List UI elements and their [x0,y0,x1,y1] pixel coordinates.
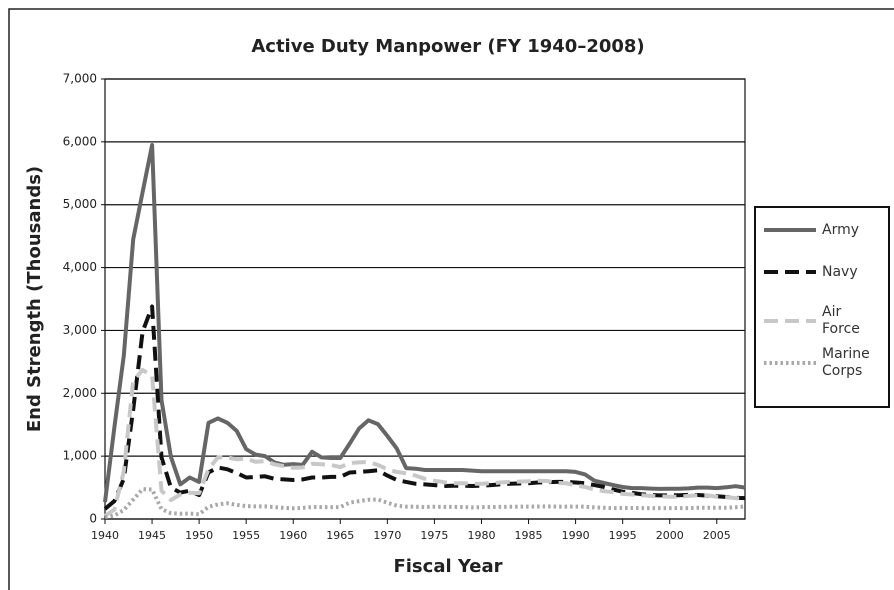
x-tick-label: 1970 [373,529,401,542]
x-tick-label: 1955 [232,529,260,542]
x-tick-label: 1985 [515,529,543,542]
legend-swatch [764,270,816,274]
x-tick-label: 1950 [185,529,213,542]
x-tick-label: 1995 [609,529,637,542]
x-tick-label: 1960 [279,529,307,542]
x-tick-label: 2005 [703,529,731,542]
chart-title: Active Duty Manpower (FY 1940–2008) [251,36,644,57]
y-tick-label: 1,000 [63,449,97,463]
legend-label: Marine Corps [822,346,870,379]
x-tick-label: 2000 [656,529,684,542]
frame [8,8,894,590]
legend: Army Navy Air Force Marine Corps [754,206,890,408]
series-line [103,368,746,518]
legend-swatch [764,319,816,323]
x-tick-label: 1940 [91,529,119,542]
legend-swatch [764,228,816,232]
series-line [103,304,746,511]
y-tick-label: 2,000 [63,386,97,400]
x-tick-label: 1965 [326,529,354,542]
x-axis-label: Fiscal Year [393,556,502,577]
x-tick-label: 1945 [138,529,166,542]
y-tick-label: 6,000 [63,134,97,148]
plot-border [104,78,746,520]
y-tick-label: 7,000 [63,72,97,86]
y-tick-label: 0 [89,512,97,526]
y-tick-label: 5,000 [63,197,97,211]
legend-item: Army [762,220,882,240]
legend-label: Air Force [822,304,860,337]
series-line [103,143,746,503]
legend-label: Army [822,221,860,238]
legend-item: Marine Corps [762,346,882,380]
legend-item: Air Force [762,304,882,338]
legend-swatch [764,361,816,365]
y-axis-label: End Strength (Thousands) [24,166,45,432]
x-tick-label: 1990 [562,529,590,542]
x-tick-label: 1980 [467,529,495,542]
legend-label: Navy [822,263,858,280]
series-line [104,487,746,520]
x-tick-label: 1975 [420,529,448,542]
y-tick-label: 3,000 [63,323,97,337]
legend-item: Navy [762,262,882,282]
y-tick-label: 4,000 [63,260,97,274]
